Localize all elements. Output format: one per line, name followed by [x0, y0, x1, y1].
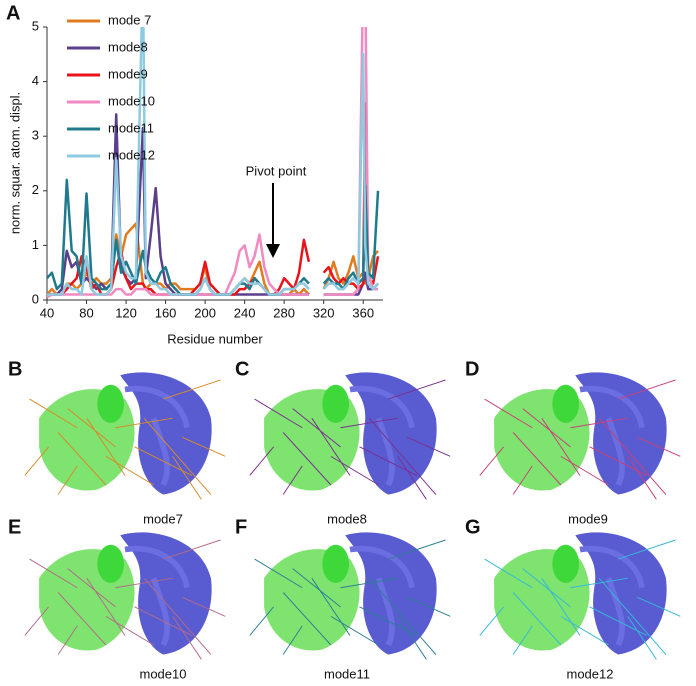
x-tick-label: 360 [352, 305, 374, 320]
structure-image [25, 372, 225, 499]
panel-label: G [465, 516, 481, 538]
y-tick-label: 5 [32, 18, 39, 33]
panel-label: B [8, 358, 22, 380]
structure-image [480, 532, 680, 659]
structure-image [250, 372, 450, 499]
panel-caption: mode7 [143, 511, 183, 526]
panel-caption: mode8 [327, 511, 367, 526]
legend-label: mode10 [108, 93, 155, 108]
series-line [47, 27, 378, 299]
annotation-arrowhead [266, 244, 280, 258]
panel-label: A [6, 2, 20, 24]
legend-label: mode 7 [108, 12, 151, 27]
series-line [47, 102, 380, 296]
y-tick-label: 1 [32, 237, 39, 252]
x-tick-label: 80 [79, 305, 93, 320]
panel-caption: mode12 [567, 666, 614, 681]
panel-caption: mode9 [568, 511, 608, 526]
x-tick-label: 120 [115, 305, 137, 320]
x-tick-label: 160 [155, 305, 177, 320]
y-axis-title: norm. squar. atom. displ. [7, 92, 22, 234]
structure-image [480, 372, 680, 499]
legend-label: mode9 [108, 66, 148, 81]
panel-label: F [235, 516, 247, 538]
x-axis-title: Residue number [167, 331, 263, 346]
x-tick-label: 200 [194, 305, 216, 320]
y-tick-label: 4 [32, 73, 39, 88]
panel-caption: mode10 [140, 666, 187, 681]
y-tick-label: 0 [32, 291, 39, 306]
plot-area [47, 27, 380, 299]
x-tick-label: 320 [313, 305, 335, 320]
legend-label: mode11 [108, 120, 154, 135]
panel-label: C [235, 358, 249, 380]
series-line [47, 27, 379, 296]
y-tick-label: 3 [32, 128, 39, 143]
structure-image [25, 532, 225, 659]
x-tick-label: 240 [234, 305, 256, 320]
y-tick-label: 2 [32, 182, 39, 197]
annotation: Pivot point [246, 163, 307, 178]
x-tick-label: 40 [40, 305, 54, 320]
structure-image [250, 532, 450, 659]
x-tick-label: 280 [273, 305, 295, 320]
legend-label: mode8 [108, 39, 148, 54]
panel-caption: mode11 [324, 666, 370, 681]
legend-label: mode12 [108, 147, 155, 162]
panel-label: D [465, 358, 479, 380]
panel-label: E [8, 516, 21, 538]
